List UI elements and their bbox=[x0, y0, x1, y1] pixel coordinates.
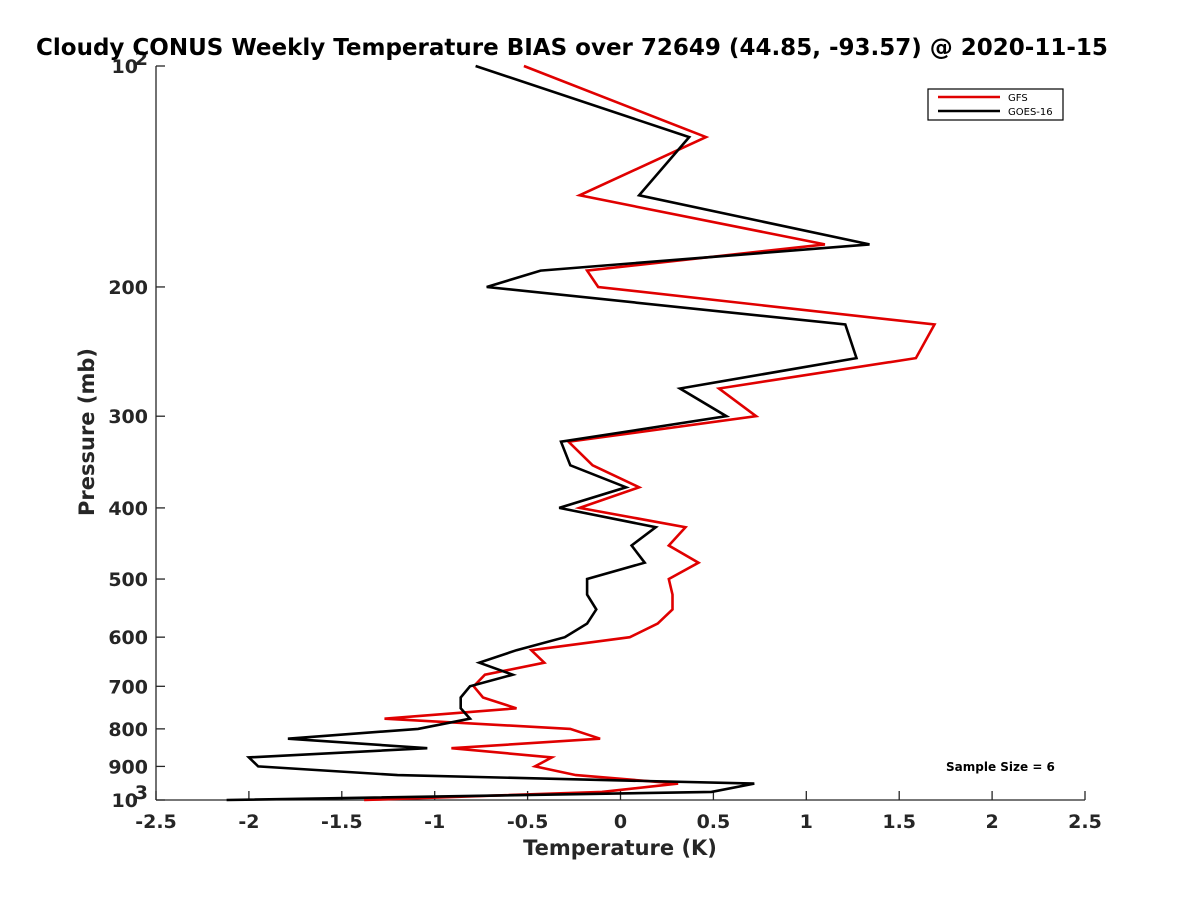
y-axis-label: Pressure (mb) bbox=[75, 348, 99, 516]
x-tick-label: -2 bbox=[238, 811, 259, 833]
series-lines bbox=[226, 64, 937, 802]
x-tick-label: 2.5 bbox=[1068, 811, 1102, 833]
x-tick-label: -2.5 bbox=[135, 811, 177, 833]
series-line-gfs bbox=[364, 64, 937, 802]
legend: GFS GOES-16 bbox=[927, 88, 1064, 121]
y-tick-label: 500 bbox=[108, 569, 148, 591]
x-tick-label: -1.5 bbox=[321, 811, 363, 833]
y-tick-label: 200 bbox=[108, 277, 148, 299]
y-tick-label: 900 bbox=[108, 756, 148, 778]
y-tick-label: 300 bbox=[108, 406, 148, 428]
legend-label-goes16: GOES-16 bbox=[1008, 107, 1053, 118]
y-tick-label: 600 bbox=[108, 627, 148, 649]
y-tick-exponent: 2 bbox=[135, 48, 148, 70]
x-tick-label: -1 bbox=[424, 811, 445, 833]
legend-label-gfs: GFS bbox=[1008, 93, 1028, 104]
x-tick-label: 2 bbox=[985, 811, 998, 833]
y-tick-exponent: 3 bbox=[135, 782, 148, 804]
x-tick-label: 1 bbox=[800, 811, 813, 833]
y-tick-label: 700 bbox=[108, 676, 148, 698]
axes: -2.5 -2 -1.5 -1 -0.5 0 0.5 1 1.5 2 2.5210200300400… bbox=[108, 48, 1102, 833]
sample-size-annotation: Sample Size = 6 bbox=[946, 760, 1055, 774]
series-line-goes16 bbox=[226, 64, 870, 802]
chart-title: Cloudy CONUS Weekly Temperature BIAS ove… bbox=[36, 35, 1108, 61]
x-tick-label: 1.5 bbox=[882, 811, 916, 833]
y-tick-label: 800 bbox=[108, 719, 148, 741]
legend-box bbox=[927, 88, 1064, 121]
y-tick-label: 10 bbox=[112, 790, 138, 812]
y-tick-label: 10 bbox=[112, 56, 138, 78]
x-tick-label: -0.5 bbox=[507, 811, 549, 833]
x-tick-label: 0.5 bbox=[697, 811, 731, 833]
y-tick-label: 400 bbox=[108, 498, 148, 520]
x-axis-label: Temperature (K) bbox=[523, 836, 717, 860]
x-tick-label: 0 bbox=[614, 811, 627, 833]
